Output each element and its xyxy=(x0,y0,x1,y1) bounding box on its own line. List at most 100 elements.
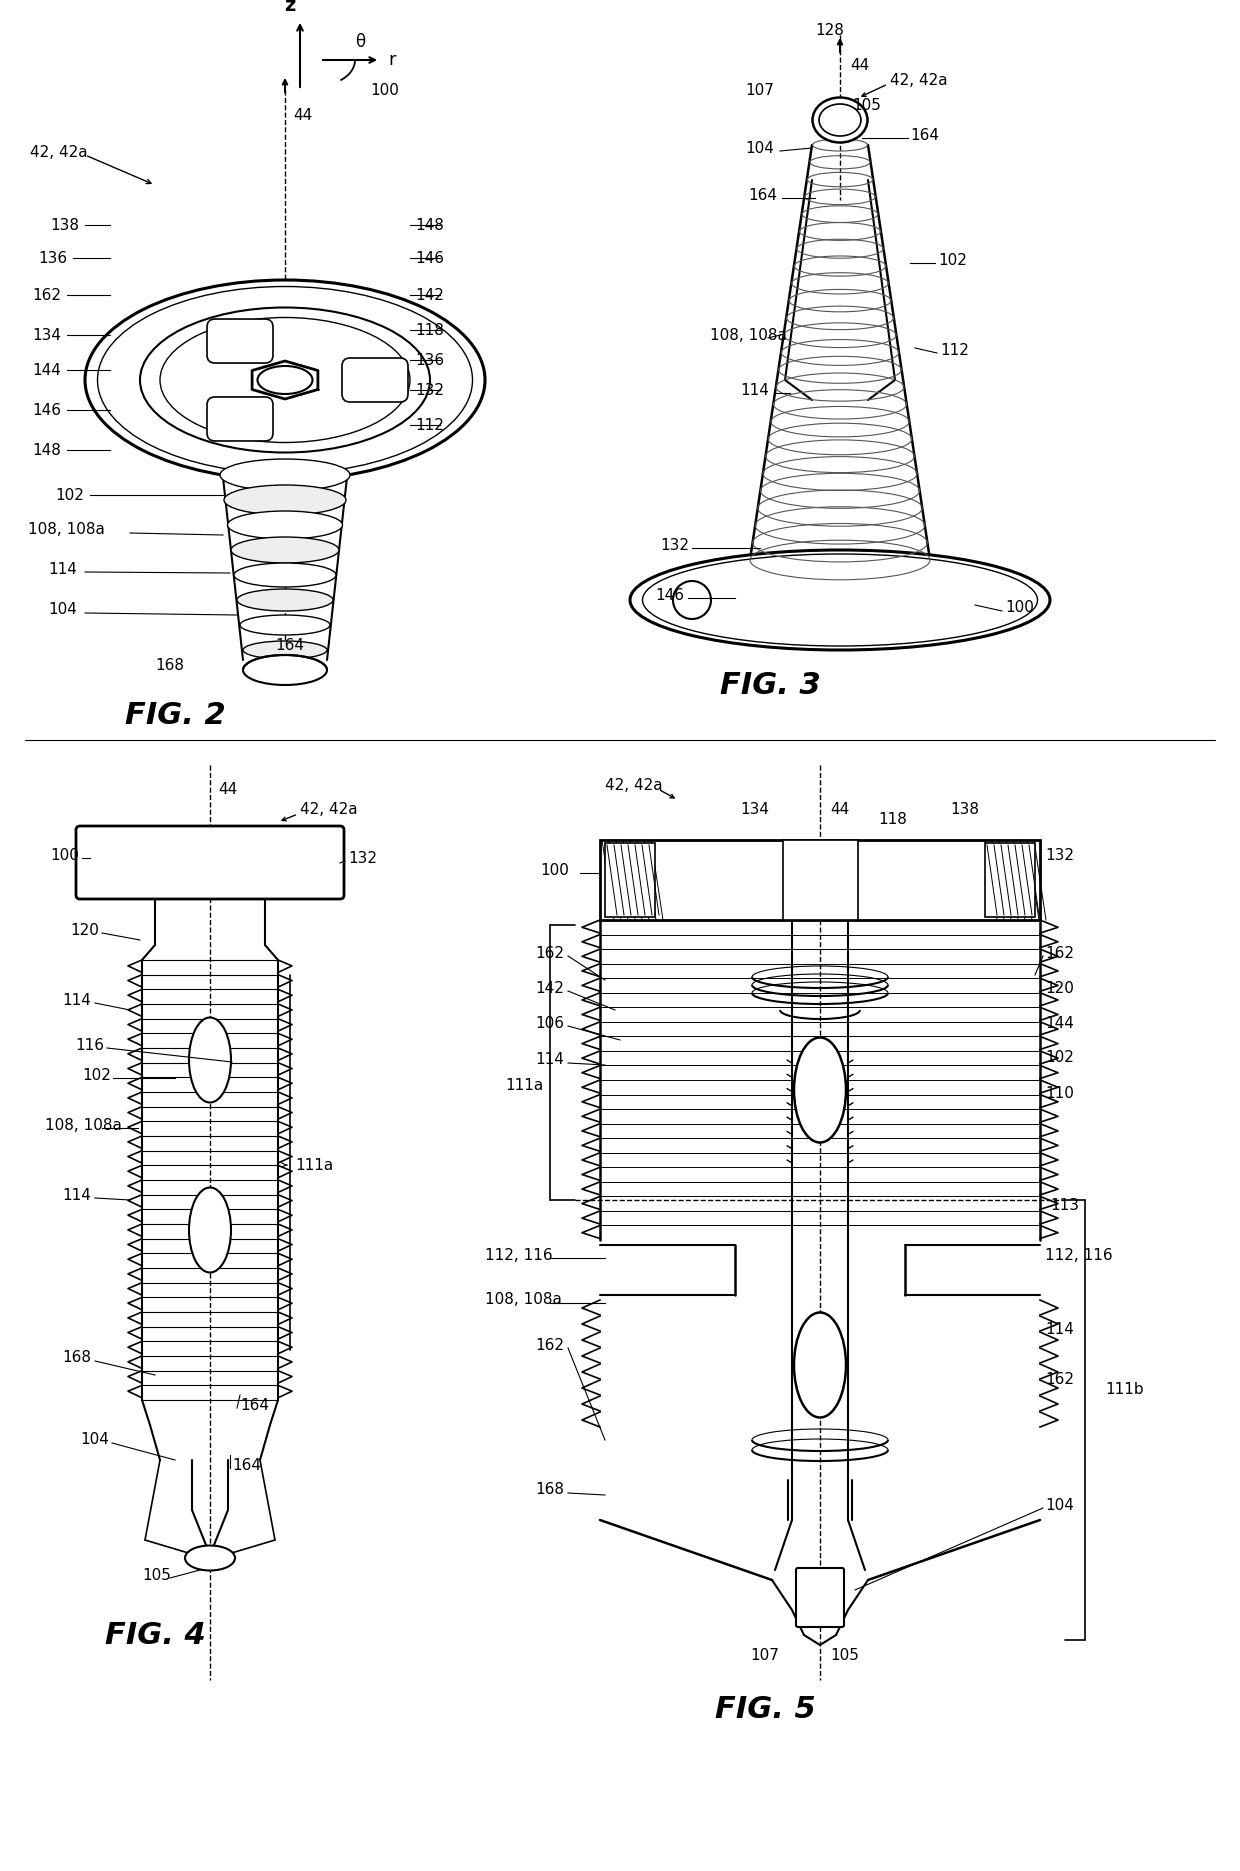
Text: 146: 146 xyxy=(415,251,444,266)
Ellipse shape xyxy=(673,582,711,619)
Text: 105: 105 xyxy=(852,97,880,112)
Text: 142: 142 xyxy=(534,980,564,995)
Text: 116: 116 xyxy=(74,1038,104,1053)
Text: 162: 162 xyxy=(1045,945,1074,960)
Text: FIG. 3: FIG. 3 xyxy=(719,670,821,700)
Text: 162: 162 xyxy=(32,288,61,303)
Text: 162: 162 xyxy=(534,1338,564,1353)
Ellipse shape xyxy=(237,589,334,612)
Text: 104: 104 xyxy=(48,602,77,617)
Text: 132: 132 xyxy=(660,537,689,552)
Text: 100: 100 xyxy=(539,863,569,877)
Text: 114: 114 xyxy=(534,1053,564,1068)
Ellipse shape xyxy=(224,485,346,515)
Text: 112: 112 xyxy=(415,417,444,432)
Text: 44: 44 xyxy=(218,782,237,797)
Text: 104: 104 xyxy=(1045,1497,1074,1512)
Ellipse shape xyxy=(243,655,327,685)
Text: 164: 164 xyxy=(275,638,304,653)
FancyBboxPatch shape xyxy=(207,320,273,363)
Text: 108, 108a: 108, 108a xyxy=(45,1117,122,1132)
Text: 136: 136 xyxy=(38,251,67,266)
Text: 144: 144 xyxy=(32,363,61,378)
Ellipse shape xyxy=(241,616,330,634)
Text: 44: 44 xyxy=(830,803,849,818)
Ellipse shape xyxy=(243,642,327,659)
Ellipse shape xyxy=(258,367,312,395)
Text: 114: 114 xyxy=(1045,1323,1074,1338)
Bar xyxy=(600,840,1040,921)
Text: 114: 114 xyxy=(740,382,769,397)
Text: 134: 134 xyxy=(740,803,769,818)
Text: 112, 116: 112, 116 xyxy=(1045,1248,1112,1263)
Text: 164: 164 xyxy=(232,1458,260,1472)
Text: 136: 136 xyxy=(415,352,444,367)
Text: 104: 104 xyxy=(745,140,774,155)
Ellipse shape xyxy=(188,1188,231,1272)
Text: 114: 114 xyxy=(62,1188,91,1203)
Text: 113: 113 xyxy=(1050,1197,1079,1212)
Text: 118: 118 xyxy=(415,322,444,337)
Text: 128: 128 xyxy=(815,22,844,37)
Text: 144: 144 xyxy=(1045,1016,1074,1031)
Ellipse shape xyxy=(231,537,339,563)
Text: 148: 148 xyxy=(415,217,444,232)
Text: 138: 138 xyxy=(950,803,980,818)
Text: 112: 112 xyxy=(940,342,968,357)
Text: 108, 108a: 108, 108a xyxy=(29,522,105,537)
Text: 162: 162 xyxy=(1045,1373,1074,1388)
Text: 106: 106 xyxy=(534,1016,564,1031)
Text: 105: 105 xyxy=(143,1568,171,1583)
Text: 111b: 111b xyxy=(1105,1383,1143,1398)
Text: 118: 118 xyxy=(878,812,906,827)
Text: FIG. 4: FIG. 4 xyxy=(104,1620,206,1650)
Text: 100: 100 xyxy=(50,848,79,863)
Ellipse shape xyxy=(794,1312,846,1418)
Bar xyxy=(782,840,858,921)
Text: 164: 164 xyxy=(241,1398,269,1413)
Text: 100: 100 xyxy=(370,82,399,97)
Text: 162: 162 xyxy=(534,945,564,960)
Text: 102: 102 xyxy=(1045,1050,1074,1065)
Text: 42, 42a: 42, 42a xyxy=(605,778,662,793)
Ellipse shape xyxy=(219,458,350,490)
Text: 42, 42a: 42, 42a xyxy=(890,73,947,88)
Text: 142: 142 xyxy=(415,288,444,303)
Ellipse shape xyxy=(234,563,336,587)
FancyBboxPatch shape xyxy=(207,397,273,442)
Ellipse shape xyxy=(185,1545,236,1570)
Ellipse shape xyxy=(794,1038,846,1143)
Text: 107: 107 xyxy=(750,1648,779,1663)
Text: 104: 104 xyxy=(81,1433,109,1448)
Text: 107: 107 xyxy=(745,82,774,97)
Text: 102: 102 xyxy=(55,488,84,503)
Text: 44: 44 xyxy=(849,58,869,73)
Text: 164: 164 xyxy=(748,187,777,202)
Text: 102: 102 xyxy=(937,253,967,268)
Text: 148: 148 xyxy=(32,443,61,458)
Text: 111a: 111a xyxy=(505,1078,543,1093)
Ellipse shape xyxy=(86,281,485,481)
Text: FIG. 2: FIG. 2 xyxy=(125,700,226,730)
Text: 44: 44 xyxy=(293,107,312,122)
Text: 146: 146 xyxy=(32,402,61,417)
Text: 168: 168 xyxy=(155,657,184,672)
FancyBboxPatch shape xyxy=(796,1568,844,1628)
Text: 110: 110 xyxy=(1045,1085,1074,1100)
Text: 120: 120 xyxy=(69,922,99,937)
Bar xyxy=(985,844,1035,917)
Text: 108, 108a: 108, 108a xyxy=(711,327,787,342)
Text: 114: 114 xyxy=(62,992,91,1007)
Ellipse shape xyxy=(630,550,1050,649)
FancyBboxPatch shape xyxy=(76,825,343,898)
Text: 132: 132 xyxy=(348,851,377,866)
Text: 146: 146 xyxy=(655,587,684,602)
Text: 111a: 111a xyxy=(295,1158,334,1173)
Text: 120: 120 xyxy=(1045,980,1074,995)
Ellipse shape xyxy=(812,97,868,142)
Text: 164: 164 xyxy=(910,127,939,142)
Text: z: z xyxy=(284,0,295,15)
Text: 112, 116: 112, 116 xyxy=(485,1248,553,1263)
Text: 105: 105 xyxy=(830,1648,859,1663)
Ellipse shape xyxy=(98,286,472,473)
